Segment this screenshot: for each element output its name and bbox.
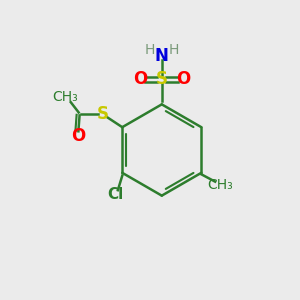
Text: N: N: [155, 47, 169, 65]
Text: CH₃: CH₃: [52, 90, 78, 104]
Text: S: S: [97, 105, 109, 123]
Text: CH₃: CH₃: [208, 178, 233, 192]
Text: O: O: [176, 70, 190, 88]
Text: Cl: Cl: [107, 188, 123, 202]
Text: H: H: [145, 43, 155, 57]
Text: O: O: [134, 70, 148, 88]
Text: H: H: [168, 43, 179, 57]
Text: S: S: [156, 70, 168, 88]
Text: O: O: [71, 127, 85, 145]
